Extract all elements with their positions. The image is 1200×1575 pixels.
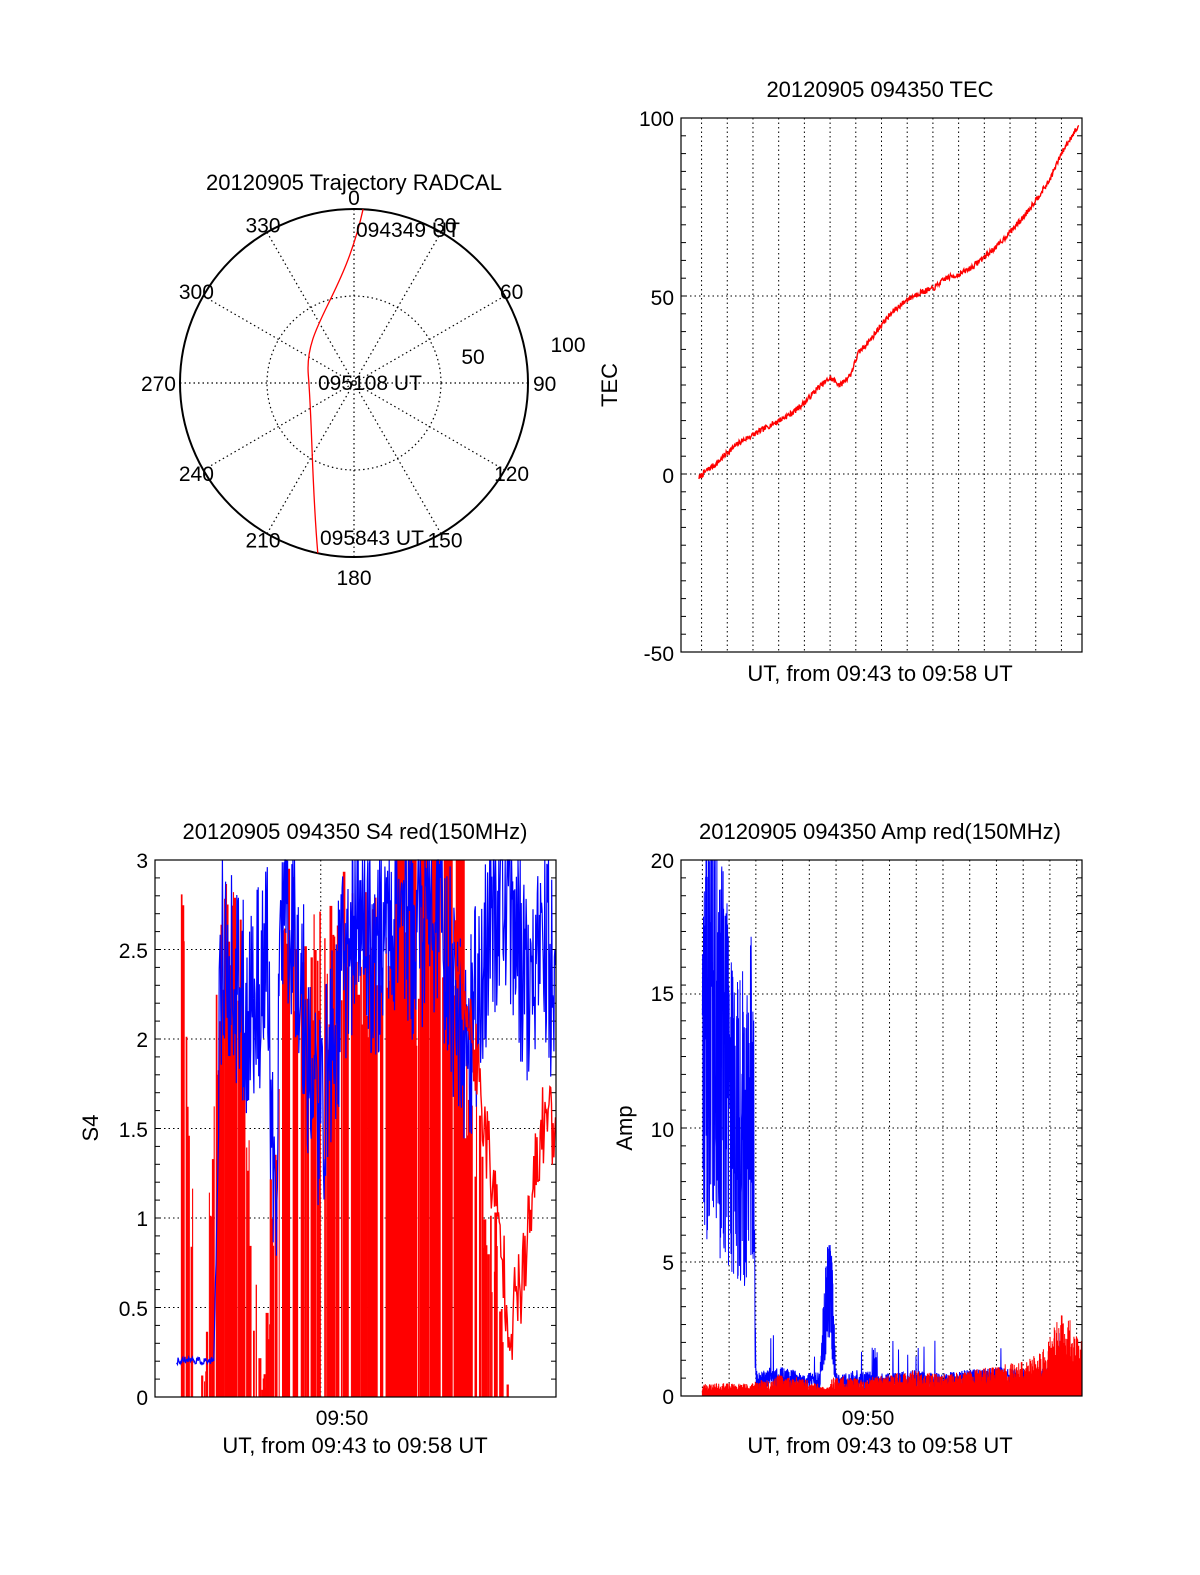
s4-red-block-3 xyxy=(431,860,441,1397)
polar-azimuth-label-330: 330 xyxy=(245,214,280,237)
s4-panel: 20120905 094350 S4 red(150MHz) 3 2.5 2 1… xyxy=(78,819,557,1458)
polar-azimuth-label-270: 270 xyxy=(141,373,176,396)
s4-title: 20120905 094350 S4 red(150MHz) xyxy=(183,819,528,844)
s4-blue-series xyxy=(176,859,557,1367)
s4-ytick-1: 1 xyxy=(136,1208,148,1231)
s4-y-axis-label: S4 xyxy=(78,1115,103,1142)
s4-red-block-4 xyxy=(443,860,453,1397)
s4-red-block-1 xyxy=(407,860,417,1397)
tec-panel: 20120905 094350 TEC 100 50 0 -50 TEC UT,… xyxy=(597,77,1083,686)
s4-red-block-0 xyxy=(395,860,405,1397)
amp-ytick-15: 15 xyxy=(651,983,674,1006)
polar-azimuth-label-90: 90 xyxy=(533,373,556,396)
polar-azimuth-label-60: 60 xyxy=(500,281,523,304)
amp-plot-frame xyxy=(680,859,1083,1397)
tec-series-line xyxy=(698,125,1080,480)
polar-azimuth-label-30: 30 xyxy=(433,214,456,237)
amp-ytick-10: 10 xyxy=(651,1119,674,1142)
s4-ytick-0.5: 0.5 xyxy=(119,1298,148,1321)
amp-grid xyxy=(681,860,1082,1396)
polar-azimuth-label-180: 180 xyxy=(336,567,371,590)
polar-end-time: 095843 UT xyxy=(320,527,424,550)
s4-x-axis-label: UT, from 09:43 to 09:58 UT xyxy=(222,1433,487,1458)
tec-grid xyxy=(681,118,1082,652)
s4-ytick-1.5: 1.5 xyxy=(119,1119,148,1142)
s4-ytick-0: 0 xyxy=(136,1387,148,1410)
tec-ytick-50: 50 xyxy=(651,287,674,310)
amp-x-axis-label: UT, from 09:43 to 09:58 UT xyxy=(747,1433,1012,1458)
s4-red-block-2 xyxy=(419,860,429,1397)
s4-red-tail xyxy=(453,920,557,1360)
polar-ring-label-50: 50 xyxy=(461,346,484,369)
amp-xtick-0950: 09:50 xyxy=(842,1407,895,1430)
amp-title: 20120905 094350 Amp red(150MHz) xyxy=(699,819,1061,844)
s4-red-block-5 xyxy=(455,860,465,1397)
polar-ring-label-100: 100 xyxy=(550,334,585,357)
polar-grid xyxy=(180,209,528,557)
amp-red-series xyxy=(701,1315,1083,1397)
amp-y-axis-label: Amp xyxy=(612,1105,637,1150)
tec-ytick-100: 100 xyxy=(639,108,674,131)
amp-panel: 20120905 094350 Amp red(150MHz) 20 15 10… xyxy=(612,819,1083,1458)
tec-ytick-0: 0 xyxy=(662,465,674,488)
polar-trajectory-line xyxy=(307,209,364,554)
s4-ytick-3: 3 xyxy=(136,850,148,873)
tec-x-axis-label: UT, from 09:43 to 09:58 UT xyxy=(747,661,1012,686)
polar-start-time: 094349 UT xyxy=(356,219,460,242)
polar-panel: 20120905 Trajectory RADCAL 0 30 60 90 120 150… xyxy=(141,170,586,590)
polar-title: 20120905 Trajectory RADCAL xyxy=(206,170,502,195)
amp-ytick-5: 5 xyxy=(662,1252,674,1275)
tec-ytick-minus50: -50 xyxy=(644,643,674,666)
polar-azimuth-label-300: 300 xyxy=(179,281,214,304)
polar-outer-circle xyxy=(179,208,529,558)
amp-minor-ticks xyxy=(681,877,1082,1379)
polar-azimuth-label-150: 150 xyxy=(427,530,462,553)
polar-mid-time: 095108 UT xyxy=(318,372,422,395)
polar-azimuth-label-210: 210 xyxy=(245,530,280,553)
polar-azimuth-labels: 0 30 60 90 120 150 180 210 240 270 300 330 xyxy=(141,187,556,590)
tec-title: 20120905 094350 TEC xyxy=(766,77,993,102)
s4-ytick-2: 2 xyxy=(136,1029,148,1052)
polar-azimuth-label-240: 240 xyxy=(179,463,214,486)
s4-red-series xyxy=(180,860,509,1397)
s4-xtick-0950: 09:50 xyxy=(316,1407,369,1430)
amp-ytick-20: 20 xyxy=(651,850,674,873)
tec-minor-ticks xyxy=(681,135,1082,635)
s4-plot-frame xyxy=(154,859,557,1398)
amp-ytick-0: 0 xyxy=(662,1386,674,1409)
s4-ytick-2.5: 2.5 xyxy=(119,940,148,963)
polar-azimuth-label-0: 0 xyxy=(348,187,360,210)
polar-azimuth-label-120: 120 xyxy=(494,463,529,486)
tec-plot-frame xyxy=(680,117,1083,653)
amp-blue-series xyxy=(701,859,1083,1392)
tec-y-axis-label: TEC xyxy=(597,363,622,407)
s4-minor-ticks xyxy=(155,877,556,1380)
